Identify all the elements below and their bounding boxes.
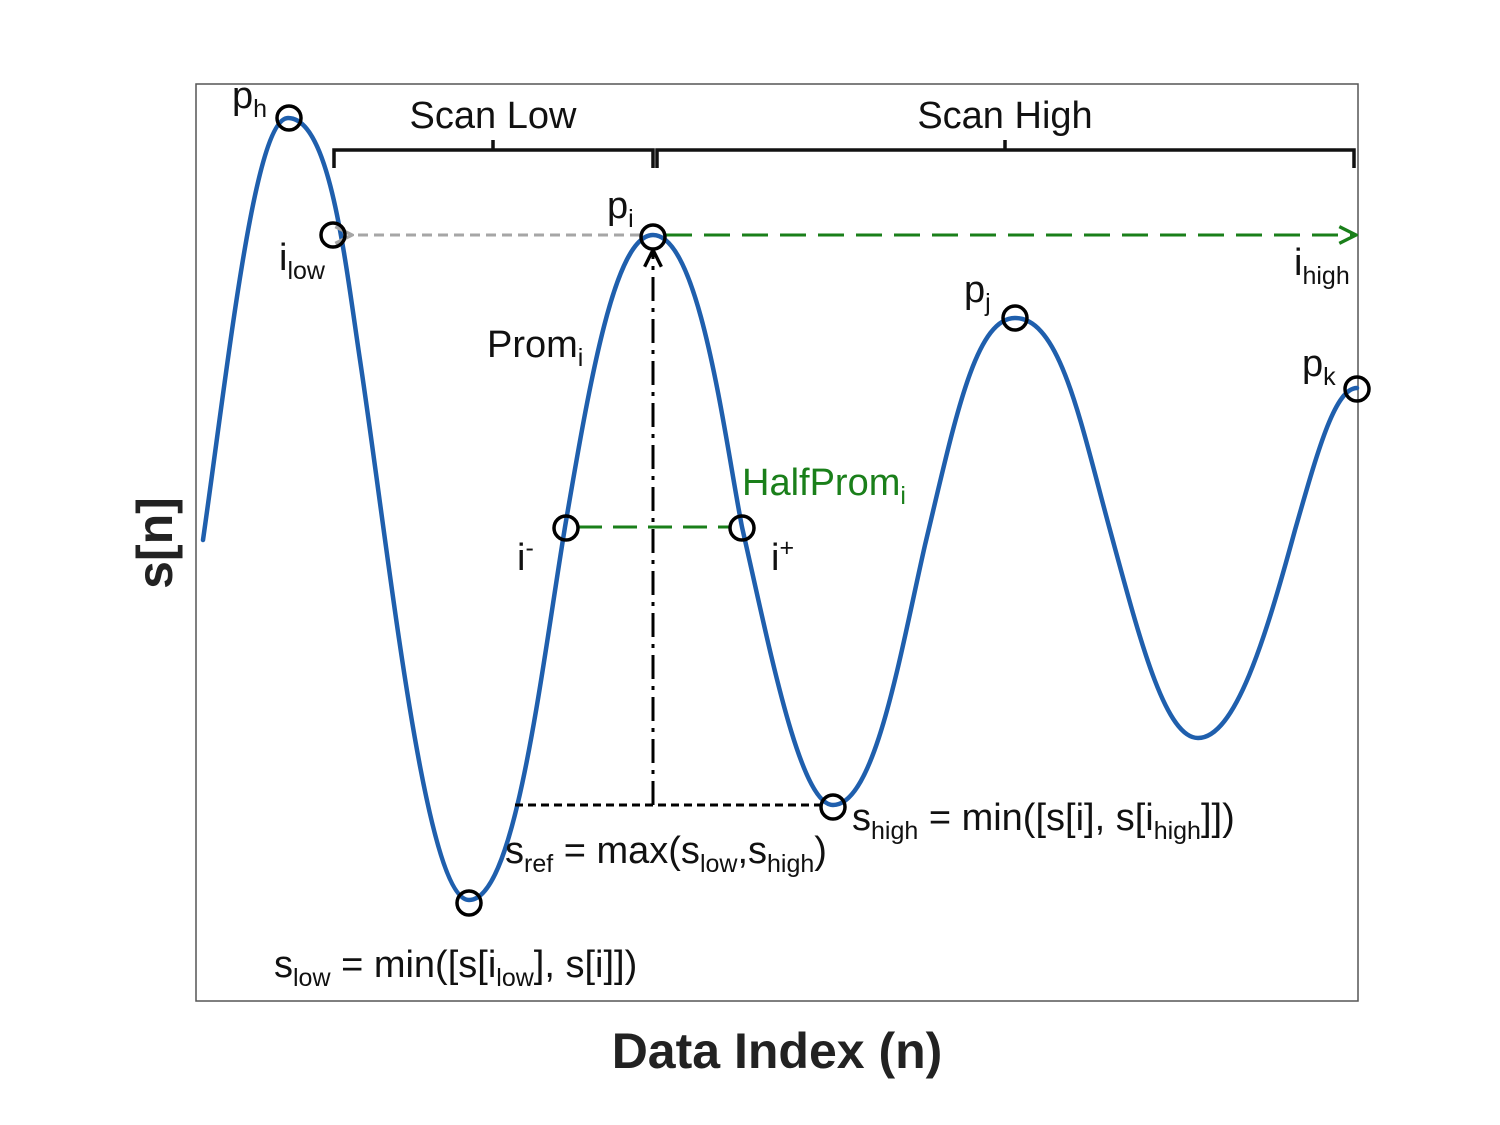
marker-shigh bbox=[819, 793, 847, 821]
marker-pi bbox=[639, 223, 667, 251]
label-s-low: slow = min([s[ilow], s[i]]) bbox=[274, 944, 637, 992]
label-pi: pi bbox=[607, 185, 634, 233]
label-ilow: ilow bbox=[279, 237, 326, 285]
label-pk: pk bbox=[1302, 343, 1336, 391]
marker-ph bbox=[275, 104, 303, 132]
y-axis-title: s[n] bbox=[127, 497, 183, 589]
label-s-ref: sref = max(slow,shigh) bbox=[505, 830, 827, 878]
label-s-high: shigh = min([s[i], s[ihigh]]) bbox=[852, 797, 1235, 845]
scan-low-bracket bbox=[332, 140, 655, 168]
signal-curve bbox=[200, 115, 1360, 903]
marker-pk bbox=[1343, 375, 1371, 403]
label-ph: ph bbox=[232, 75, 267, 123]
marker-iminus bbox=[552, 514, 580, 542]
scan-high-bracket bbox=[655, 140, 1356, 168]
marker-slow bbox=[455, 889, 483, 917]
label-prom: Promi bbox=[487, 324, 583, 372]
label-pj: pj bbox=[964, 269, 991, 317]
label-ihigh: ihigh bbox=[1294, 242, 1350, 290]
marker-pj bbox=[1001, 304, 1029, 332]
label-iminus: i- bbox=[517, 534, 534, 579]
x-axis-title: Data Index (n) bbox=[612, 1023, 943, 1079]
scan-low-label: Scan Low bbox=[410, 95, 577, 137]
label-iplus: i+ bbox=[771, 534, 794, 579]
scan-high-label: Scan High bbox=[917, 95, 1092, 137]
label-halfprom: HalfPromi bbox=[742, 462, 906, 510]
marker-iplus bbox=[728, 514, 756, 542]
plot-frame bbox=[195, 83, 1359, 1002]
marker-ilow bbox=[319, 221, 347, 249]
